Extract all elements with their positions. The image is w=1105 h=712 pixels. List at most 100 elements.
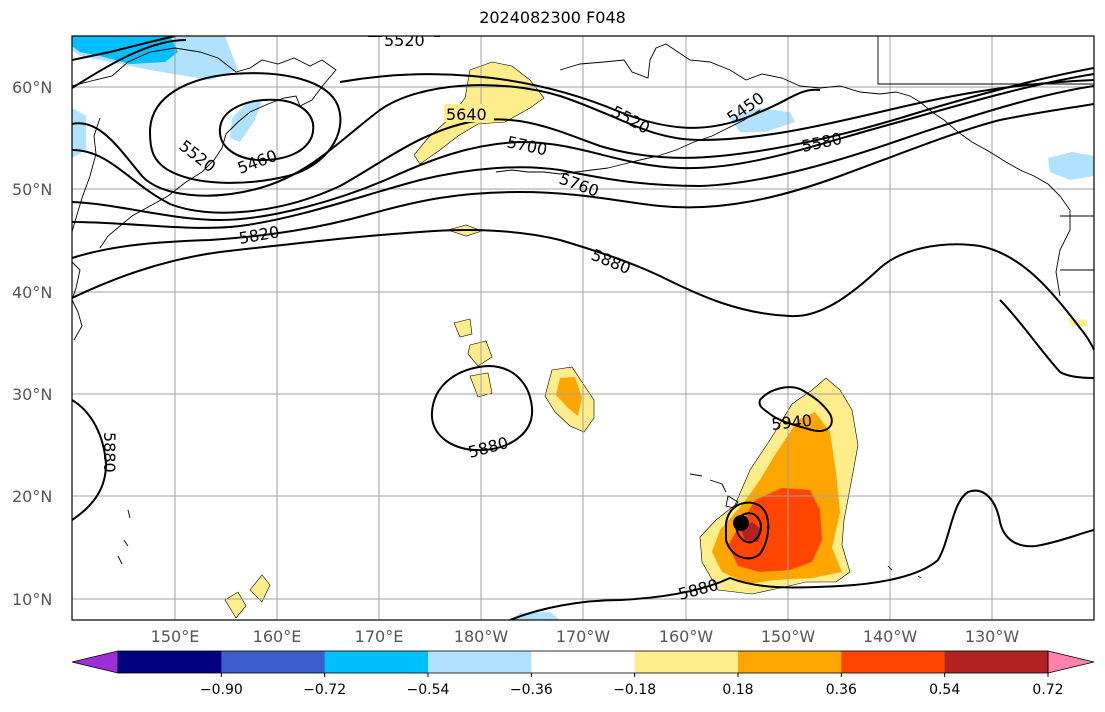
colorbar-segment <box>944 651 1049 673</box>
contour-label-5880-hi: 5880 <box>466 433 510 462</box>
colorbar-tick-label: 0.36 <box>826 682 857 698</box>
lon-label-170w: 170°W <box>556 627 611 646</box>
colorbar-tick-label: −0.36 <box>510 682 553 698</box>
contour-label-5880-south: 5880 <box>676 575 720 604</box>
lat-label-30n: 30°N <box>12 385 52 404</box>
shade-neg-deep <box>72 36 178 64</box>
shade-pos-hi-orange <box>556 377 582 416</box>
shade-pos-small2 <box>453 318 473 338</box>
storm-center-marker <box>733 515 749 531</box>
contour-5520-low <box>148 72 342 184</box>
map-title: 2024082300 F048 <box>479 8 626 27</box>
coast-island-a <box>887 565 893 571</box>
contour-5700 <box>72 73 1094 222</box>
coast-island-c <box>117 509 131 565</box>
longitude-labels: 150°E 160°E 170°E 180°W 170°W 160°W 150°… <box>151 627 1020 646</box>
contour-label-5880-north: 5880 <box>589 245 634 278</box>
contour-5880-north-tail <box>999 299 1094 379</box>
contour-label-5700: 5700 <box>505 132 549 159</box>
contour-label-5940: 5940 <box>770 411 812 434</box>
lon-label-170e: 170°E <box>355 627 404 646</box>
coast-alaska-west <box>559 43 1071 297</box>
shade-neg-alaska <box>730 108 795 132</box>
lat-label-40n: 40°N <box>12 283 52 302</box>
lat-label-50n: 50°N <box>12 180 52 199</box>
shade-neg-south <box>510 612 560 620</box>
lon-label-160w: 160°W <box>659 627 714 646</box>
contour-5880-south <box>509 489 1094 620</box>
colorbar-segments <box>71 650 1095 674</box>
colorbar-tick-label: −0.18 <box>613 682 656 698</box>
contour-label-5640: 5640 <box>446 105 487 124</box>
contour-5880-west <box>72 399 108 521</box>
lat-label-10n: 10°N <box>12 590 52 609</box>
contour-5460-low <box>218 98 315 162</box>
contour-label-5520-top: 5520 <box>384 31 425 50</box>
coast-hawaii-2 <box>709 479 727 493</box>
colorbar: −0.90 −0.72 −0.54 −0.36 −0.18 0.18 0.36 0.54 0.7… <box>71 650 1095 698</box>
colorbar-segment <box>221 651 326 673</box>
shade-neg-okhotsk <box>230 100 262 142</box>
lon-label-150w: 150°W <box>761 627 816 646</box>
shade-pos-storm-redorange <box>728 488 822 572</box>
colorbar-segment <box>531 651 636 673</box>
contour-storm-outer <box>725 501 770 560</box>
colorbar-extend-max <box>1047 650 1095 674</box>
contour-5520-mid <box>72 39 821 129</box>
colorbar-tick-label: 0.18 <box>722 682 753 698</box>
colorbar-segment <box>324 651 429 673</box>
colorbar-extend-min <box>71 650 119 674</box>
lon-label-130w: 130°W <box>965 627 1020 646</box>
coast-island-b <box>917 575 922 579</box>
shade-pos-small3 <box>467 340 493 367</box>
colorbar-outline <box>117 650 1049 674</box>
map-frame <box>71 35 1095 621</box>
shade-neg-kamchatka <box>72 108 86 158</box>
contour-label-5520-west: 5520 <box>176 136 220 176</box>
contour-5940 <box>758 386 833 432</box>
colorbar-tick-label: 0.54 <box>929 682 960 698</box>
contour-label-5460: 5460 <box>235 146 280 178</box>
coast-aleutians <box>495 167 609 175</box>
shade-neg-east <box>1048 152 1094 180</box>
colorbar-segment <box>428 651 532 673</box>
height-contours <box>72 36 1094 620</box>
contour-label-5880-west: 5880 <box>100 432 119 473</box>
contour-5820 <box>72 103 1094 259</box>
contour-5520-north <box>72 36 440 61</box>
colorbar-segment <box>634 651 739 673</box>
lon-label-150e: 150°E <box>151 627 200 646</box>
lat-label-60n: 60°N <box>12 78 52 97</box>
shade-pos-w1 <box>224 591 247 619</box>
contour-5580 <box>72 79 1094 197</box>
colorbar-segment <box>738 651 842 673</box>
coast-okhotsk <box>72 117 101 233</box>
contour-storm-inner <box>734 512 762 544</box>
coast-japan <box>72 261 83 341</box>
colorbar-tick-label: −0.72 <box>303 682 346 698</box>
colorbar-ticks: −0.90 −0.72 −0.54 −0.36 −0.18 0.18 0.36 0.54 0.7… <box>200 673 1064 698</box>
coast-siberia <box>72 47 337 173</box>
colorbar-segment <box>118 651 222 673</box>
colorbar-tick-label: 0.72 <box>1032 682 1063 698</box>
gridlines <box>72 36 1094 620</box>
colorbar-segment <box>841 651 946 673</box>
contour-5640 <box>72 67 1094 214</box>
colorbar-tick-label: −0.54 <box>407 682 450 698</box>
coast-hawaii-1 <box>689 473 703 477</box>
latitude-labels: 60°N 50°N 40°N 30°N 20°N 10°N <box>12 78 52 609</box>
lon-label-160e: 160°E <box>253 627 302 646</box>
shade-pos-w2 <box>249 574 271 603</box>
contour-5760 <box>72 85 1094 229</box>
colorbar-tick-label: −0.90 <box>200 682 243 698</box>
border-canada-alaska <box>877 36 1094 85</box>
lat-label-20n: 20°N <box>12 487 52 506</box>
contour-5880-north <box>72 229 1094 351</box>
lon-label-140w: 140°W <box>863 627 918 646</box>
map-panel: 5520 5640 5520 5460 5520 5450 5580 5700 … <box>72 31 1094 620</box>
coastlines <box>72 36 1094 579</box>
contour-label-5580: 5580 <box>800 129 844 156</box>
contour-5880-hi <box>430 364 534 452</box>
lon-label-180w: 180°W <box>454 627 509 646</box>
contour-label-5520-east: 5520 <box>608 102 653 138</box>
